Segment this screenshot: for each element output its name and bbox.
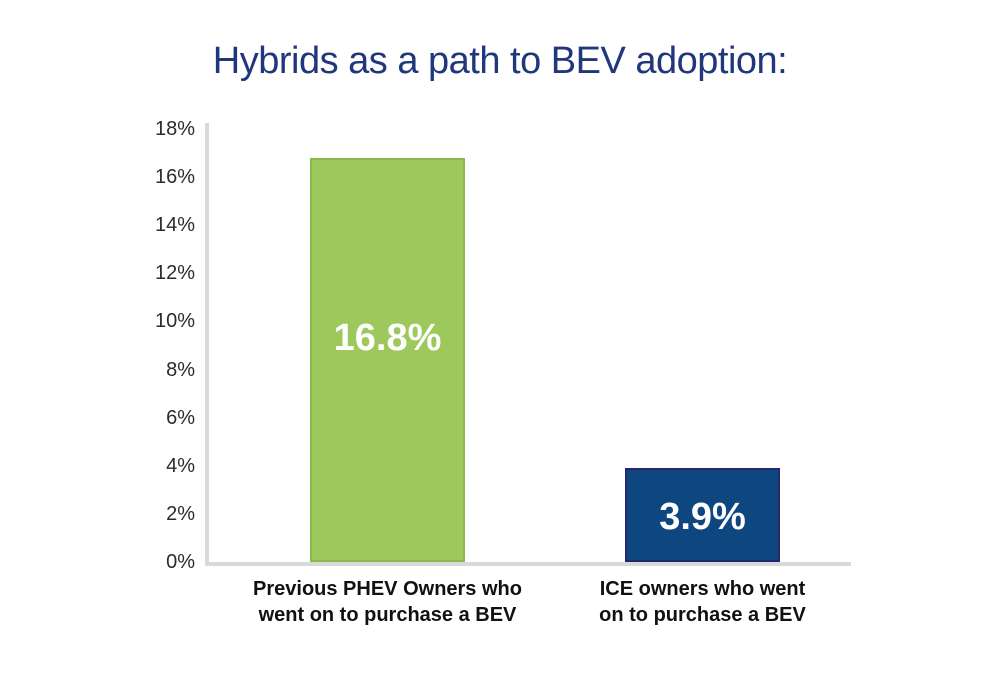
y-tick-label-0: 0% xyxy=(166,551,195,573)
y-tick-label-12: 12% xyxy=(154,262,195,285)
y-tick-label-2: 2% xyxy=(166,502,195,525)
y-tick-label-14: 14% xyxy=(154,214,195,237)
x-axis-label-2: ICE owners who went on to purchase a BEV xyxy=(599,578,806,627)
bar-value-label-1: 16.8% xyxy=(333,316,442,359)
y-tick-label-4: 4% xyxy=(166,454,195,477)
y-tick-label-16: 16% xyxy=(154,166,195,189)
x-axis-line xyxy=(205,562,851,566)
bar-2: 3.9% xyxy=(625,468,780,562)
y-axis-line xyxy=(205,123,209,566)
y-tick-label-10: 10% xyxy=(154,310,195,333)
bar-value-label-2: 3.9% xyxy=(659,496,746,539)
y-tick-label-18: 18% xyxy=(154,117,195,140)
bar-1: 16.8% xyxy=(310,157,465,562)
chart-title: Hybrids as a path to BEV adoption: xyxy=(212,40,788,82)
y-tick-label-8: 8% xyxy=(166,358,195,381)
y-tick-label-6: 6% xyxy=(166,406,195,429)
x-axis-label-1: Previous PHEV Owners who went on to purch… xyxy=(253,578,522,627)
